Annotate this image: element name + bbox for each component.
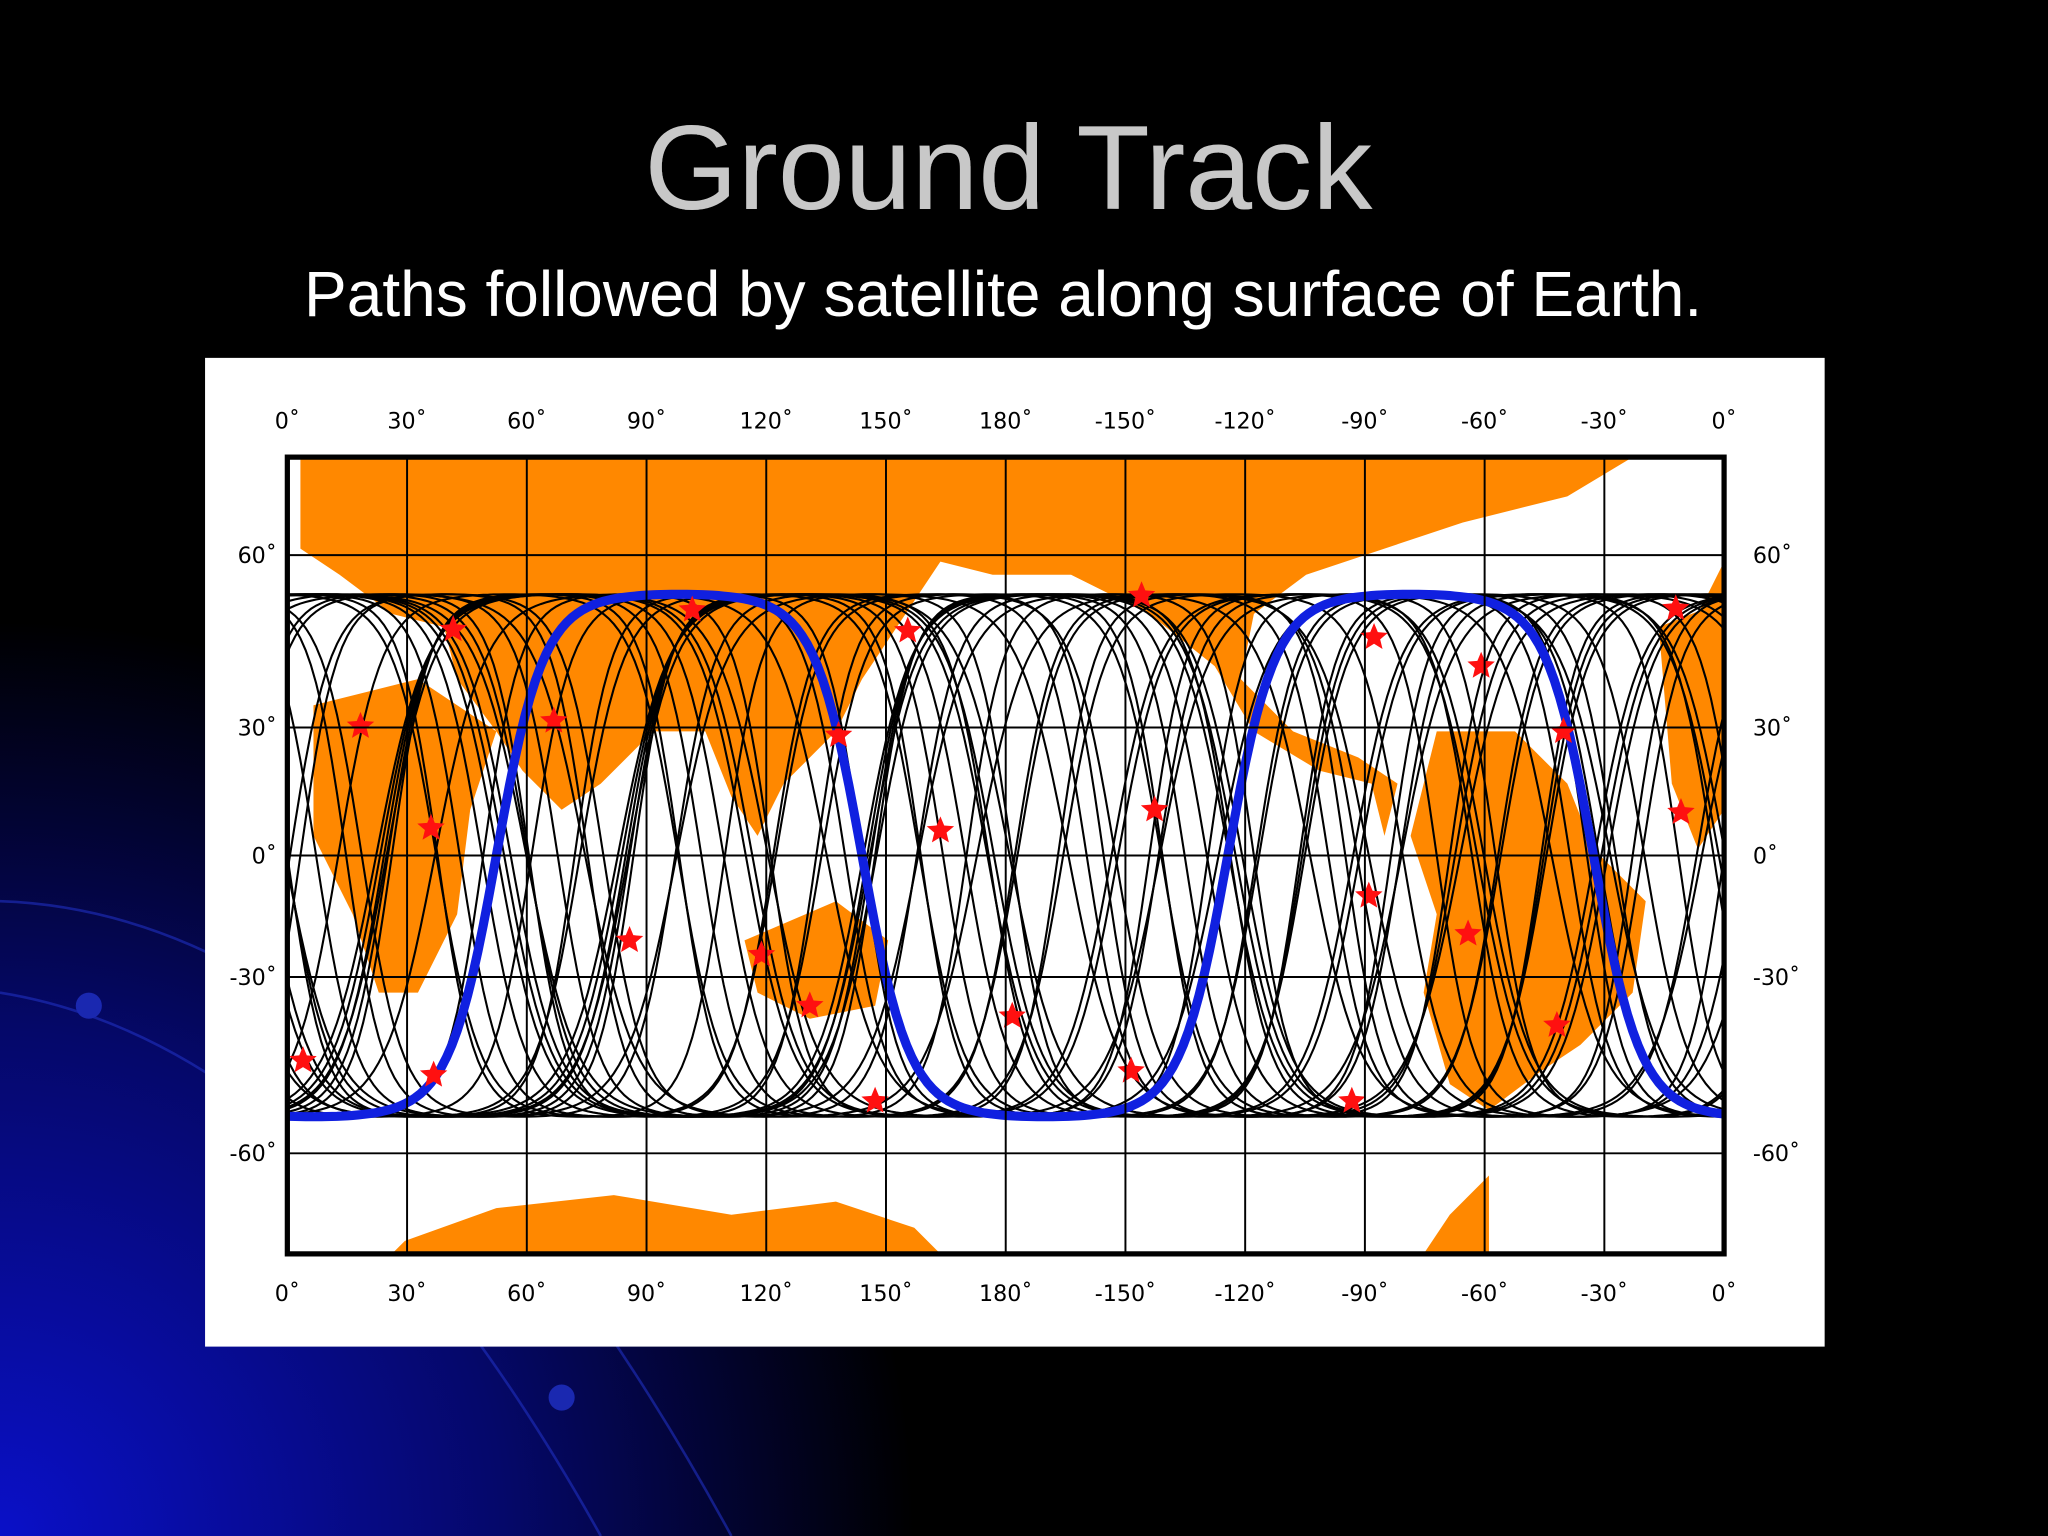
lon-label-top: -90˚: [1341, 407, 1388, 434]
lon-label-top: 30˚: [387, 407, 426, 434]
lon-label-bottom: 0˚: [1711, 1280, 1736, 1307]
station-star: [1117, 1056, 1145, 1083]
station-star: [1360, 623, 1388, 650]
station-star: [1140, 795, 1169, 822]
lat-label-right: 60˚: [1753, 542, 1792, 569]
decor-dot: [75, 992, 102, 1019]
station-star: [439, 615, 467, 642]
station-star: [419, 1060, 448, 1087]
lon-label-top: 180˚: [979, 407, 1032, 434]
lon-label-bottom: 180˚: [979, 1280, 1032, 1307]
lon-label-top: -150˚: [1095, 407, 1156, 434]
lat-label-left: 60˚: [238, 542, 277, 569]
station-star: [894, 616, 922, 643]
station-star: [1454, 919, 1482, 946]
axis-labels: 0˚ 0˚ 30˚ 30˚ 60˚ 60˚ 90˚ 90˚ 120˚ 120˚ 150˚ 150˚ 18…: [230, 407, 1801, 1306]
station-star: [926, 816, 955, 843]
lon-label-top: -120˚: [1214, 407, 1275, 434]
lon-label-bottom: -120˚: [1214, 1280, 1275, 1307]
lat-label-left: 0˚: [252, 842, 277, 869]
lon-label-top: 60˚: [507, 407, 546, 434]
slide-subtitle: Paths followed by satellite along surfac…: [304, 258, 1702, 330]
station-star: [1355, 881, 1383, 908]
lat-label-right: 0˚: [1753, 842, 1778, 869]
station-star: [796, 991, 824, 1018]
decor-dot: [548, 1384, 575, 1411]
station-star: [1127, 581, 1156, 608]
lon-label-bottom: 0˚: [275, 1280, 300, 1307]
station-star: [417, 813, 445, 840]
lon-label-bottom: 30˚: [387, 1280, 426, 1307]
lon-label-bottom: -30˚: [1581, 1280, 1628, 1307]
lon-label-bottom: -60˚: [1461, 1280, 1508, 1307]
lon-label-bottom: 90˚: [627, 1280, 666, 1307]
station-star: [346, 711, 375, 738]
lat-label-left: -30˚: [230, 964, 277, 991]
lon-label-bottom: -90˚: [1341, 1280, 1388, 1307]
station-star: [1667, 798, 1695, 825]
station-star: [289, 1046, 317, 1073]
slide-title: Ground Track: [644, 101, 1373, 235]
lon-label-top: 90˚: [627, 407, 666, 434]
station-star: [540, 706, 568, 733]
map-plot: [287, 457, 1725, 1254]
station-star: [678, 595, 706, 622]
lon-label-top: 0˚: [275, 407, 300, 434]
station-star: [861, 1086, 889, 1113]
stations: [289, 581, 1695, 1113]
lon-label-top: -60˚: [1461, 407, 1508, 434]
lon-label-top: 150˚: [859, 407, 912, 434]
lat-label-right: -30˚: [1753, 964, 1800, 991]
lon-label-bottom: -150˚: [1095, 1280, 1156, 1307]
station-star: [824, 720, 853, 747]
lat-label-left: 30˚: [238, 714, 277, 741]
lon-label-bottom: 150˚: [859, 1280, 912, 1307]
lat-label-right: -60˚: [1753, 1140, 1800, 1167]
station-star: [615, 926, 644, 953]
lat-label-left: -60˚: [230, 1140, 277, 1167]
station-star: [1543, 1010, 1571, 1037]
lon-label-bottom: 120˚: [740, 1280, 793, 1307]
station-star: [1338, 1086, 1366, 1113]
station-star: [1662, 594, 1690, 621]
lon-label-bottom: 60˚: [507, 1280, 546, 1307]
station-star: [1467, 651, 1495, 678]
lon-label-top: 120˚: [740, 407, 793, 434]
map-frame: [284, 454, 1727, 1257]
station-star: [747, 940, 776, 967]
station-star: [1549, 717, 1578, 744]
lon-label-top: -30˚: [1581, 407, 1628, 434]
lon-label-top: 0˚: [1711, 407, 1736, 434]
lat-label-right: 30˚: [1753, 714, 1792, 741]
